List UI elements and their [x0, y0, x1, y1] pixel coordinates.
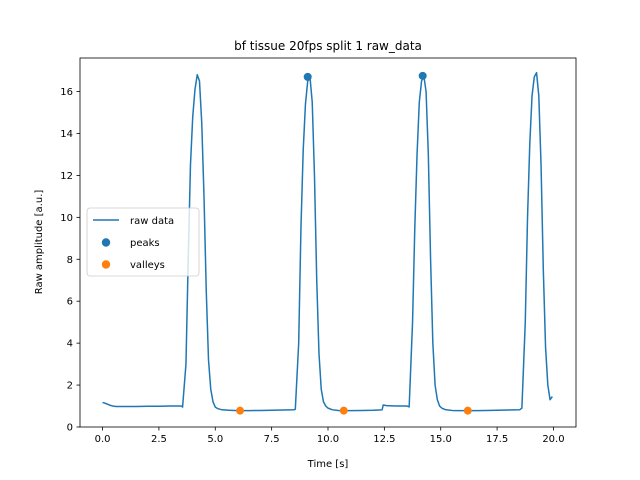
x-tick-label: 10.0 [317, 434, 339, 445]
x-tick-label: 15.0 [430, 434, 452, 445]
legend-box [86, 207, 200, 277]
scatter-point-peaks [418, 71, 427, 80]
scatter-point-valleys [463, 406, 472, 415]
y-axis-label: Raw amplitude [a.u.] [34, 190, 45, 295]
legend-label: valleys [130, 260, 165, 271]
x-tick-label: 5.0 [207, 434, 223, 445]
chart-title: bf tissue 20fps split 1 raw_data [234, 39, 422, 53]
legend-label: peaks [130, 238, 160, 249]
x-axis-ticks: 0.0 2.5 5.0 7.5 10.0 12.5 15.0 17.5 20.0 [95, 427, 565, 445]
y-tick-label: 10 [60, 213, 73, 224]
plot-frame [79, 57, 577, 428]
y-tick-label: 6 [67, 297, 73, 308]
y-tick-label: 16 [60, 87, 73, 98]
legend-swatch-marker [101, 238, 111, 247]
y-tick-label: 12 [60, 171, 73, 182]
series-layer [102, 71, 553, 415]
x-tick-label: 0.0 [95, 434, 111, 445]
x-tick-label: 7.5 [264, 434, 280, 445]
x-axis-label: Time [s] [307, 459, 349, 470]
y-tick-label: 4 [67, 339, 73, 350]
legend-label: raw data [130, 216, 174, 227]
legend-swatch-marker [101, 260, 111, 269]
y-tick-label: 8 [67, 255, 73, 266]
legend: raw data peaks valleys [86, 207, 200, 277]
x-tick-label: 12.5 [373, 434, 395, 445]
x-tick-label: 2.5 [151, 434, 167, 445]
y-tick-label: 14 [60, 129, 73, 140]
x-tick-label: 17.5 [486, 434, 508, 445]
scatter-point-valleys [236, 406, 245, 415]
series-line-raw-data [102, 71, 553, 412]
x-tick-label: 20.0 [542, 434, 564, 445]
y-axis-ticks: 0 2 4 6 8 10 12 14 16 [60, 87, 80, 434]
y-tick-label: 0 [67, 423, 73, 434]
y-tick-label: 2 [67, 381, 73, 392]
scatter-point-valleys [339, 406, 348, 415]
scatter-point-peaks [303, 72, 312, 81]
